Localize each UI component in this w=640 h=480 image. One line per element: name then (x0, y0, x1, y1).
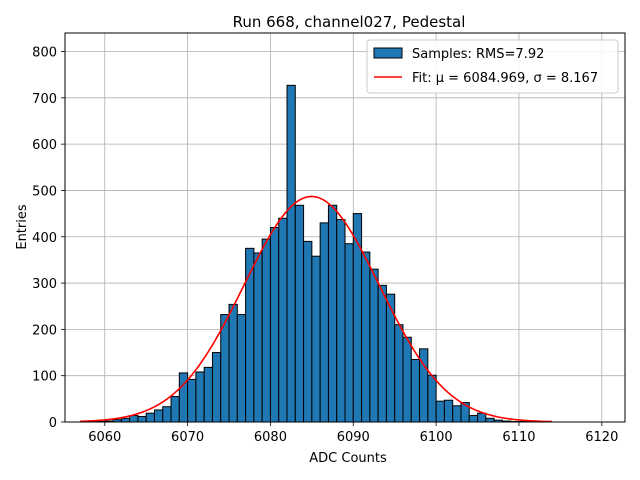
histogram-bar (269, 227, 280, 423)
y-tick-label: 700 (32, 92, 57, 107)
legend-label-samples: Samples: RMS=7.92 (412, 47, 544, 62)
histogram-bar (369, 268, 379, 423)
y-axis-label: Entries (15, 204, 30, 250)
histogram-bar (228, 303, 238, 423)
histogram-bar (195, 371, 205, 423)
histogram-bar (327, 204, 338, 423)
x-axis-ticks: 6060 6070 6080 6090 6100 6110 6120 (88, 422, 618, 445)
histogram-bar (394, 324, 404, 423)
histogram-bar (427, 374, 437, 423)
histogram-bar (377, 284, 387, 423)
histogram-bar (187, 378, 197, 423)
histogram-bar (336, 219, 346, 423)
histogram-bar (261, 238, 271, 423)
y-tick-label: 200 (32, 323, 57, 338)
histogram-bar (120, 417, 131, 423)
histogram-bar (286, 84, 296, 423)
histogram-bar (211, 352, 222, 423)
x-tick-label: 6080 (254, 430, 287, 445)
y-tick-label: 300 (32, 277, 57, 292)
histogram-bar (311, 255, 321, 423)
histogram-bar (278, 217, 288, 423)
x-tick-label: 6090 (337, 430, 370, 445)
chart-title: Run 668, channel027, Pedestal (233, 13, 466, 31)
y-tick-label: 500 (32, 184, 57, 199)
histogram-bar (153, 409, 164, 423)
histogram-bar (137, 415, 147, 423)
histogram-bar (435, 400, 445, 423)
histogram-bar (253, 252, 263, 423)
histogram-bar (319, 222, 329, 423)
histogram-bar (468, 415, 479, 423)
legend-swatch-samples (373, 47, 403, 59)
histogram-bar (402, 336, 412, 423)
x-tick-label: 6110 (502, 430, 535, 445)
plot-frame (64, 32, 626, 423)
histogram-bar (145, 412, 155, 423)
legend-label-fit: Fit: μ = 6084.969, σ = 8.167 (412, 71, 598, 86)
y-tick-label: 800 (32, 46, 57, 61)
fit-curve (79, 195, 553, 423)
histogram-bar (303, 240, 313, 423)
histogram-bar (129, 415, 139, 423)
x-tick-label: 6070 (171, 430, 204, 445)
histogram-bars (87, 84, 528, 423)
y-tick-label: 0 (49, 416, 57, 431)
histogram-bar (485, 417, 495, 423)
histogram-bar (203, 366, 213, 423)
x-tick-label: 6060 (88, 430, 121, 445)
histogram-bar (344, 243, 354, 423)
histogram-bar (220, 314, 230, 423)
y-tick-label: 600 (32, 138, 57, 153)
histogram-bar (452, 405, 462, 423)
grid-lines (65, 33, 625, 423)
histogram-bar (410, 358, 421, 423)
histogram-bar (170, 396, 180, 423)
legend: Samples: RMS=7.92 Fit: μ = 6084.969, σ =… (366, 39, 619, 94)
histogram-bar (361, 251, 371, 423)
x-tick-label: 6120 (585, 430, 618, 445)
histogram-bar (477, 412, 487, 423)
x-axis-label: ADC Counts (309, 451, 387, 466)
x-tick-label: 6100 (420, 430, 453, 445)
y-tick-label: 400 (32, 231, 57, 246)
histogram-bar (294, 204, 305, 423)
y-axis-ticks: 0 100 200 300 400 500 600 700 800 (32, 46, 65, 431)
histogram-bar (236, 314, 247, 423)
y-tick-label: 100 (32, 370, 57, 385)
histogram-bar (162, 406, 172, 423)
histogram-bar (443, 399, 454, 423)
legend-box (366, 39, 619, 94)
histogram-bar (352, 213, 363, 423)
